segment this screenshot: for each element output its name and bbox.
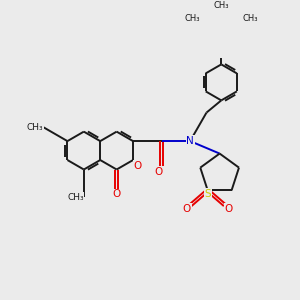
Text: S: S	[204, 189, 211, 199]
Text: O: O	[155, 167, 163, 177]
Text: CH₃: CH₃	[242, 14, 258, 23]
Text: CH₃: CH₃	[184, 14, 200, 23]
Text: O: O	[112, 189, 121, 200]
Text: CH₃: CH₃	[214, 1, 229, 10]
Text: O: O	[224, 204, 233, 214]
Text: O: O	[134, 161, 142, 171]
Text: N: N	[186, 136, 194, 146]
Text: CH₃: CH₃	[27, 123, 43, 132]
Text: CH₃: CH₃	[67, 193, 84, 202]
Text: O: O	[183, 204, 191, 214]
